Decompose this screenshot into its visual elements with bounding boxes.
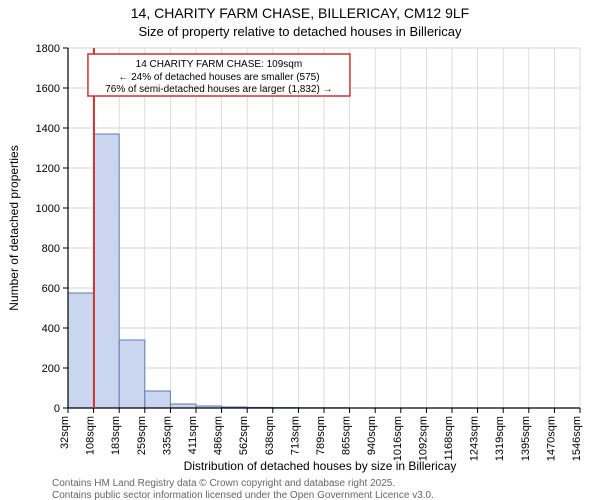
histogram-bar xyxy=(119,340,145,408)
x-tick-label: 1546sqm xyxy=(571,416,583,461)
footer-line-2: Contains public sector information licen… xyxy=(52,490,434,500)
footer-line-1: Contains HM Land Registry data © Crown c… xyxy=(52,478,395,489)
x-tick-label: 562sqm xyxy=(238,416,250,455)
x-tick-label: 1470sqm xyxy=(545,416,557,461)
x-tick-label: 1319sqm xyxy=(494,416,506,461)
x-tick-label: 1395sqm xyxy=(520,416,532,461)
chart-title: 14, CHARITY FARM CHASE, BILLERICAY, CM12… xyxy=(131,5,469,21)
y-tick-label: 1800 xyxy=(36,43,60,55)
annotation-line3: 76% of semi-detached houses are larger (… xyxy=(105,84,332,95)
annotation-line1: 14 CHARITY FARM CHASE: 109sqm xyxy=(136,59,303,70)
x-tick-label: 411sqm xyxy=(187,416,199,454)
histogram-bar xyxy=(68,293,94,408)
x-tick-label: 259sqm xyxy=(136,416,148,455)
x-tick-label: 335sqm xyxy=(161,416,173,455)
chart-svg: 14, CHARITY FARM CHASE, BILLERICAY, CM12… xyxy=(0,0,600,500)
x-tick-label: 486sqm xyxy=(213,416,225,455)
y-tick-label: 0 xyxy=(54,403,60,415)
annotation-line2: ← 24% of detached houses are smaller (57… xyxy=(118,72,319,83)
x-tick-label: 713sqm xyxy=(289,416,301,455)
y-tick-label: 1200 xyxy=(36,163,60,175)
y-tick-label: 800 xyxy=(42,243,60,255)
x-tick-label: 1243sqm xyxy=(469,416,481,461)
x-tick-label: 789sqm xyxy=(315,416,327,455)
y-tick-label: 1600 xyxy=(36,83,60,95)
x-tick-label: 1168sqm xyxy=(443,416,455,460)
x-axis-label: Distribution of detached houses by size … xyxy=(184,459,457,473)
plot-area: 0 200 400 600 800 1000 1200 1400 1600 1800 32sqm 10… xyxy=(36,43,583,461)
y-tick-label: 1000 xyxy=(36,203,60,215)
y-tick-label: 200 xyxy=(42,363,60,375)
y-tick-label: 400 xyxy=(42,323,60,335)
annotation-callout: 14 CHARITY FARM CHASE: 109sqm ← 24% of de… xyxy=(88,54,350,96)
x-tick-label: 1092sqm xyxy=(417,416,429,461)
x-tick-label: 865sqm xyxy=(341,416,353,455)
histogram-bar xyxy=(145,391,171,408)
x-tick-label: 108sqm xyxy=(85,416,97,455)
x-tick-label: 940sqm xyxy=(366,416,378,455)
x-tick-label: 638sqm xyxy=(264,416,276,455)
y-tick-label: 1400 xyxy=(36,123,60,135)
x-tick-label: 32sqm xyxy=(59,416,71,449)
x-tick-label: 183sqm xyxy=(110,416,122,455)
x-tick-label: 1016sqm xyxy=(392,416,404,461)
histogram-bar xyxy=(94,134,120,408)
y-tick-label: 600 xyxy=(42,283,60,295)
chart-subtitle: Size of property relative to detached ho… xyxy=(138,24,462,39)
chart-container: 14, CHARITY FARM CHASE, BILLERICAY, CM12… xyxy=(0,0,600,500)
y-axis-label: Number of detached properties xyxy=(7,145,21,310)
